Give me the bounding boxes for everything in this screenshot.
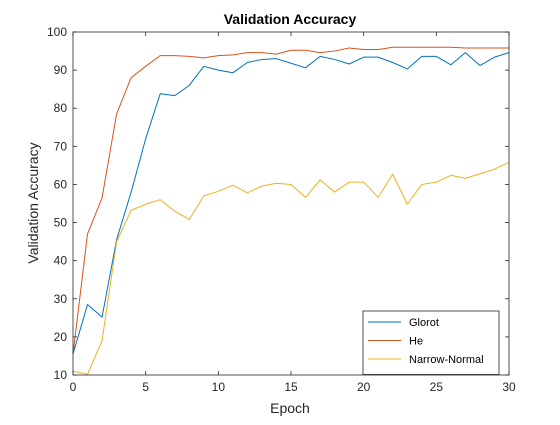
y-tick-label: 10 bbox=[54, 368, 68, 382]
x-tick-label: 20 bbox=[357, 380, 371, 394]
series-lines bbox=[72, 46, 510, 375]
y-tick-label: 70 bbox=[54, 139, 68, 153]
y-tick-label: 50 bbox=[54, 216, 68, 230]
axes: 0 5 10 15 20 25 30 10 20 30 40 50 60 70 80 90 100 bbox=[47, 25, 516, 394]
y-tick-label: 20 bbox=[54, 330, 68, 344]
x-tick-label: 10 bbox=[212, 380, 226, 394]
y-tick-label: 60 bbox=[54, 177, 68, 191]
series-line-narrow-normal bbox=[72, 161, 510, 375]
y-tick-label: 90 bbox=[54, 63, 68, 77]
y-tick-label: 30 bbox=[54, 292, 68, 306]
y-axis-label: Validation Accuracy bbox=[25, 142, 41, 263]
legend-label-narrow-normal: Narrow-Normal bbox=[409, 354, 484, 366]
legend-label-glorot: Glorot bbox=[409, 317, 439, 329]
chart-title: Validation Accuracy bbox=[224, 11, 357, 27]
legend-label-he: He bbox=[409, 336, 423, 348]
x-tick-label: 25 bbox=[430, 380, 444, 394]
series-line-he bbox=[72, 46, 509, 355]
y-tick-label: 40 bbox=[54, 254, 68, 268]
x-tick-label: 5 bbox=[142, 380, 149, 394]
x-tick-label: 30 bbox=[502, 380, 516, 394]
x-axis-label: Epoch bbox=[270, 400, 310, 416]
y-tick-label: 80 bbox=[54, 101, 68, 115]
x-tick-label: 0 bbox=[70, 380, 77, 394]
legend: Glorot He Narrow-Normal bbox=[362, 310, 500, 375]
series-line-glorot bbox=[72, 52, 510, 355]
x-tick-label: 15 bbox=[284, 380, 298, 394]
y-tick-label: 100 bbox=[47, 25, 67, 39]
